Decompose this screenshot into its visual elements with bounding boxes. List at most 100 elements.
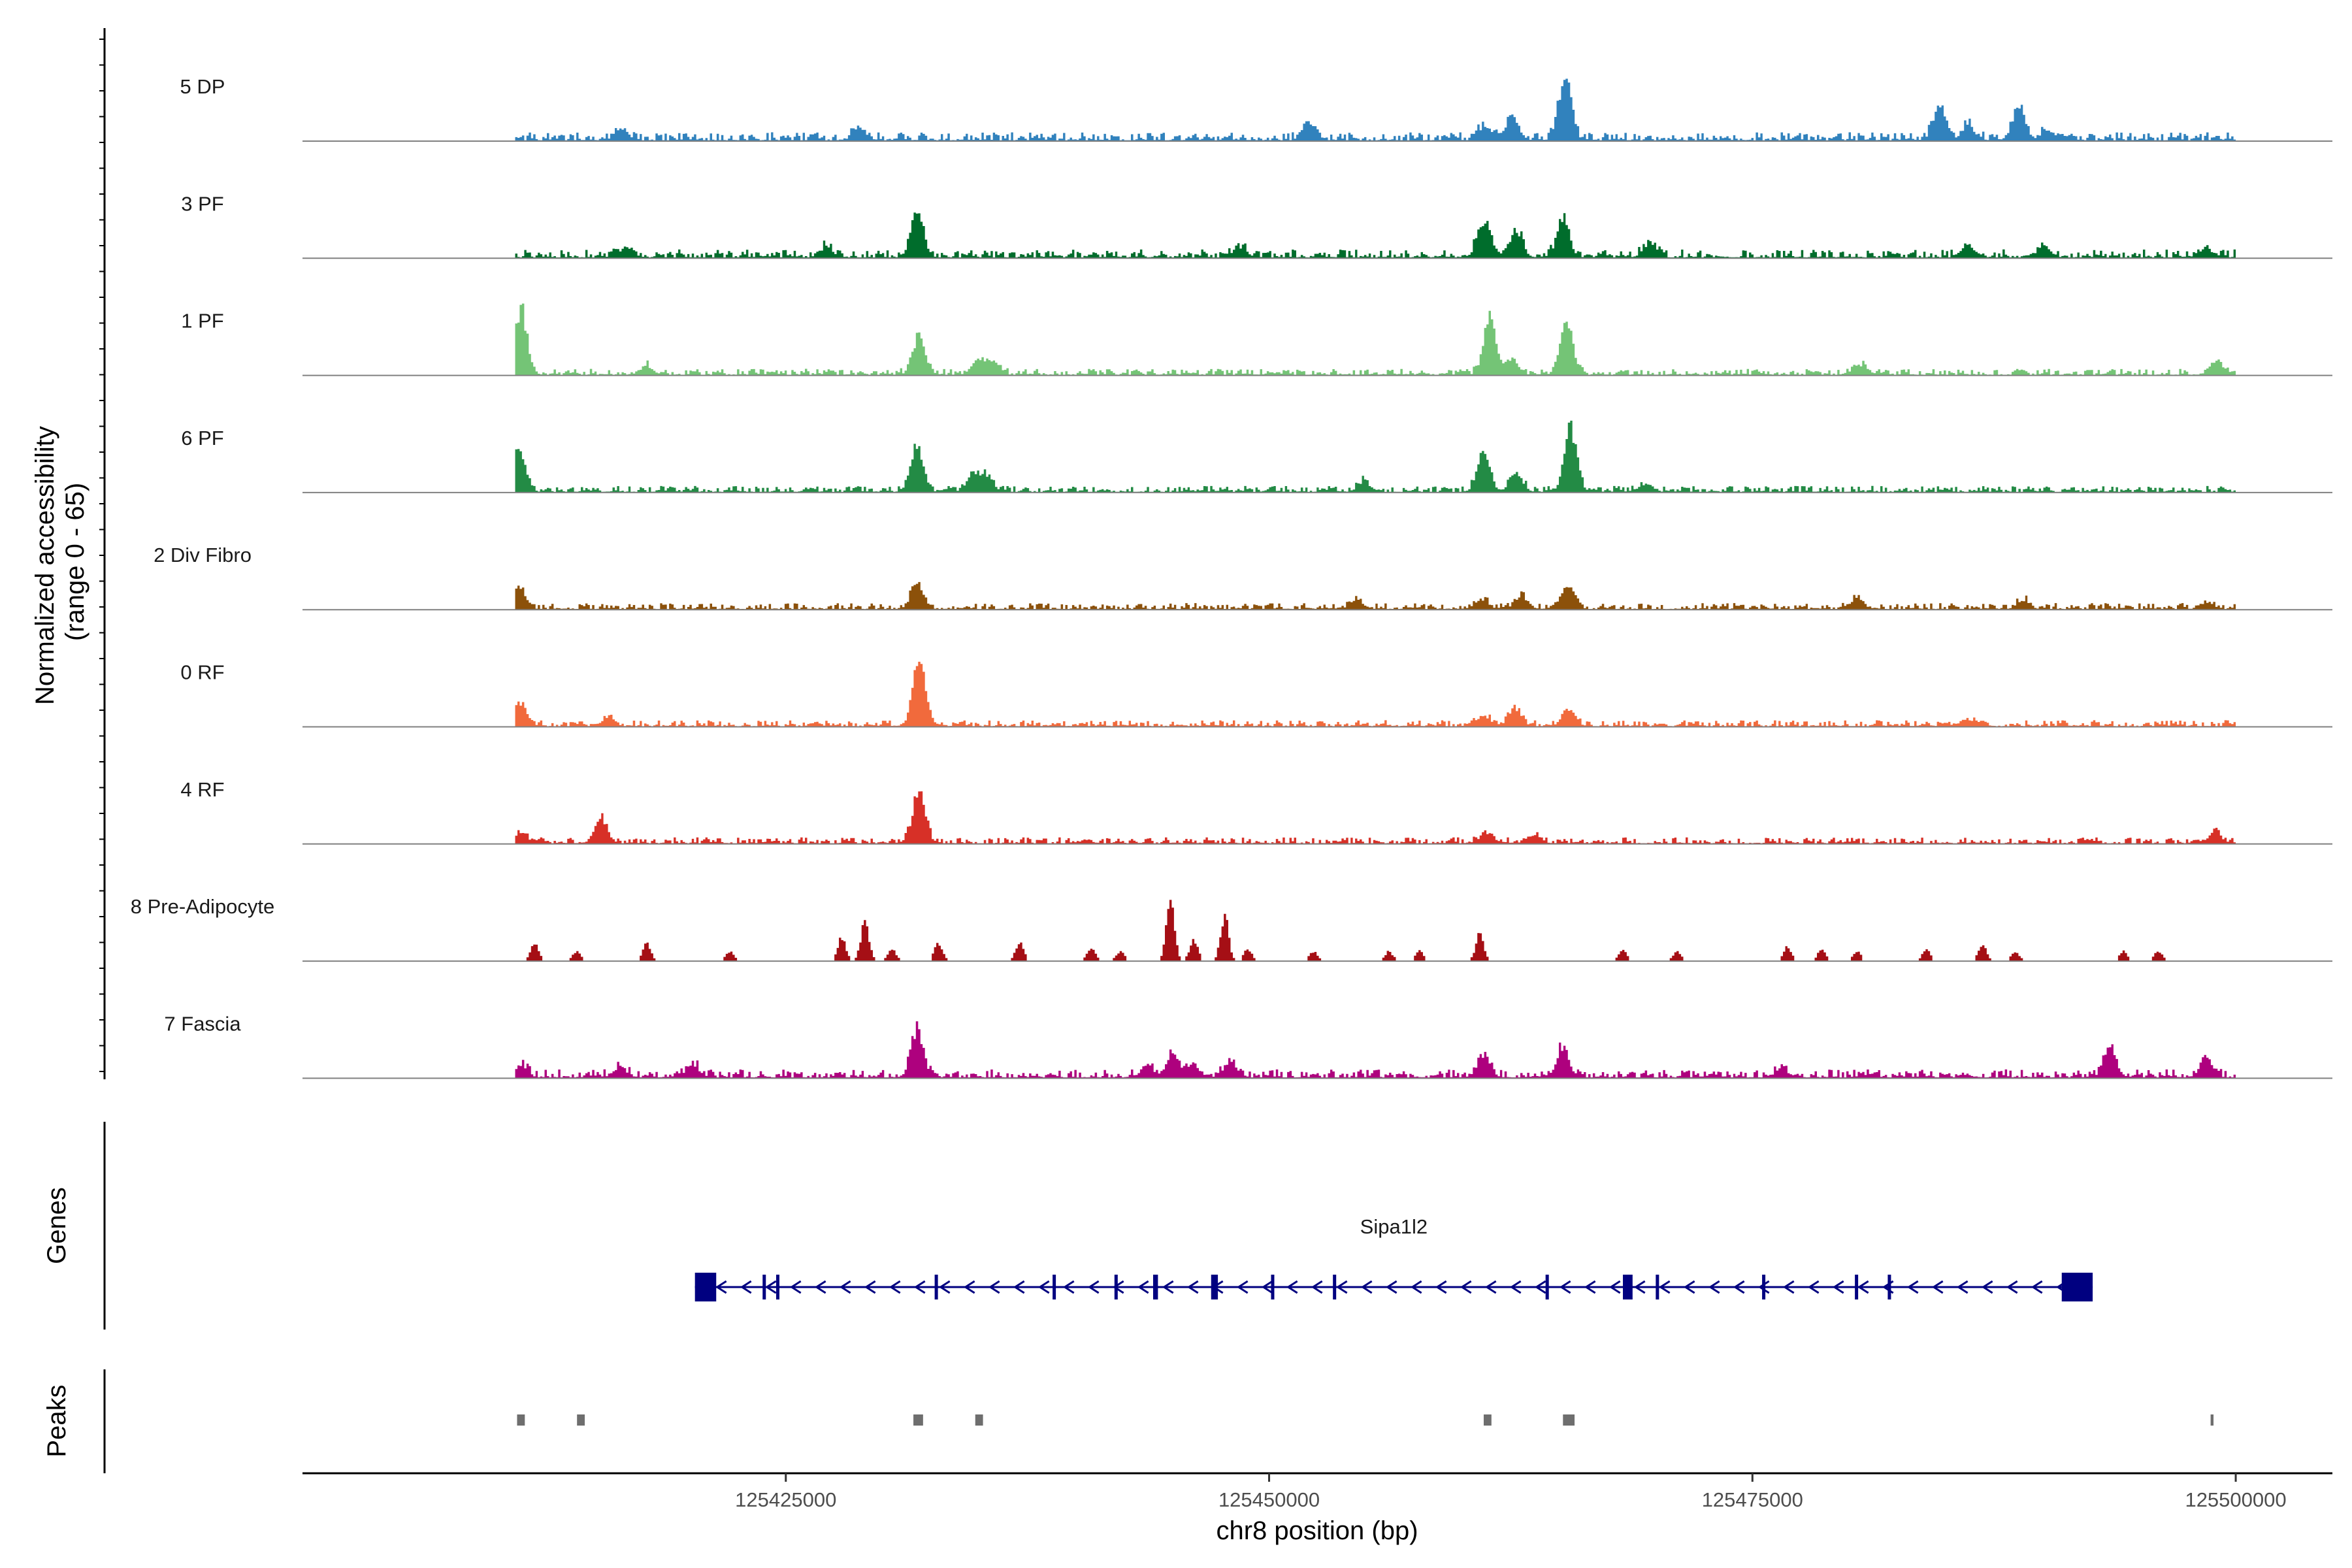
gene-sipa1l2-strand-chevron [913,1280,926,1294]
track-4-rf: 4 RF [180,778,2332,845]
y-axis [99,28,106,1079]
gene-sipa1l2-strand-chevron [889,1280,901,1294]
track-label-5-dp: 5 DP [180,75,225,98]
gene-sipa1l2-exon [1211,1275,1218,1299]
gene-sipa1l2-strand-chevron [1435,1280,1447,1294]
gene-sipa1l2: Sipa1l2 [694,1215,2093,1301]
peak-region [913,1414,923,1426]
gene-sipa1l2-strand-chevron [1534,1280,1546,1294]
gene-sipa1l2-exon [776,1275,779,1299]
track-signal-7-fascia [515,1021,2236,1079]
genes-panel: Genes Sipa1l2 [42,1122,2093,1330]
gene-sipa1l2-strand-chevron [1857,1280,1869,1294]
track-label-0-rf: 0 RF [180,661,224,684]
track-signal-0-rf [515,661,2236,727]
gene-sipa1l2-strand-chevron [864,1280,876,1294]
gene-sipa1l2-strand-chevron [963,1280,975,1294]
gene-sipa1l2-strand-chevron [814,1280,826,1294]
y-axis-title: Normalized accessibility (range 0 - 65) [31,419,90,705]
gene-sipa1l2-strand-chevron [1782,1280,1795,1294]
x-axis-tick-label: 125475000 [1702,1488,1803,1511]
track-label-6-pf: 6 PF [181,427,223,449]
gene-sipa1l2-strand-chevron [1509,1280,1522,1294]
track-label-1-pf: 1 PF [181,310,223,333]
track-0-rf: 0 RF [180,661,2332,728]
gene-sipa1l2-strand-chevron [1410,1280,1422,1294]
gene-sipa1l2-strand-chevron [988,1280,1000,1294]
gene-sipa1l2-strand-chevron [1112,1280,1124,1294]
x-axis-ticks: 125425000 125450000 125475000 125500000 [735,1473,2287,1511]
gene-sipa1l2-strand-chevron [2006,1280,2018,1294]
gene-sipa1l2-strand-chevron [1658,1280,1671,1294]
gene-sipa1l2-strand-chevron [1186,1280,1199,1294]
track-2-div-fibro: 2 Div Fibro [154,544,2332,611]
peaks-title: Peaks [42,1384,71,1457]
track-signal-1-pf [515,303,2236,376]
track-signal-2-div-fibro [515,581,2236,610]
peak-region [1563,1414,1575,1426]
gene-sipa1l2-exon [1887,1275,1891,1299]
peak-regions [517,1414,2214,1426]
gene-sipa1l2-strand-chevron [1484,1280,1497,1294]
gene-sipa1l2-exon [694,1273,717,1301]
gene-sipa1l2-strand-chevron [1683,1280,1695,1294]
gene-sipa1l2-strand-chevron [839,1280,851,1294]
gene-sipa1l2-strand-chevron [1931,1280,1944,1294]
y-axis-title-line2: (range 0 - 65) [61,483,90,641]
track-label-2-div-fibro: 2 Div Fibro [154,544,252,566]
track-5-dp: 5 DP [180,75,2332,142]
peak-region [2210,1414,2214,1426]
gene-sipa1l2-label: Sipa1l2 [1360,1215,1428,1238]
x-axis-tick-label: 125500000 [2185,1488,2286,1511]
peak-region [517,1414,525,1426]
gene-sipa1l2-exon [1545,1275,1549,1299]
gene-sipa1l2-strand-chevron [1261,1280,1273,1294]
gene-sipa1l2-strand-chevron [1236,1280,1249,1294]
gene-sipa1l2-strand-chevron [1286,1280,1298,1294]
track-label-4-rf: 4 RF [180,778,224,801]
gene-sipa1l2-strand-chevron [1460,1280,1472,1294]
genes-title: Genes [42,1187,71,1264]
gene-sipa1l2-strand-chevron [1137,1280,1149,1294]
gene-sipa1l2-strand-chevron [1981,1280,1993,1294]
gene-sipa1l2-strand-chevron [740,1280,752,1294]
track-signal-5-dp [515,78,2236,141]
track-signal-8-pre-adipocyte [515,900,2236,962]
gene-sipa1l2-strand-chevron [1360,1280,1373,1294]
gene-sipa1l2-exon [1053,1275,1056,1299]
gene-sipa1l2-strand-chevron [2031,1280,2043,1294]
track-3-pf: 3 PF [181,192,2332,259]
gene-sipa1l2-exon [1271,1275,1275,1299]
gene-sipa1l2-strand-chevron [1037,1280,1050,1294]
peak-region [975,1414,983,1426]
track-label-3-pf: 3 PF [181,192,223,215]
gene-sipa1l2-exon [1656,1275,1659,1299]
gene-sipa1l2-strand-chevron [1162,1280,1174,1294]
gene-sipa1l2-strand-chevron [1335,1280,1348,1294]
track-label-7-fascia: 7 Fascia [164,1012,241,1035]
gene-sipa1l2-strand-chevron [1906,1280,1919,1294]
gene-sipa1l2-exon [1855,1275,1859,1299]
gene-sipa1l2-exon [1114,1275,1118,1299]
gene-sipa1l2-strand-chevron [1733,1280,1745,1294]
peak-region [1483,1414,1492,1426]
track-7-fascia: 7 Fascia [164,1012,2332,1079]
gene-sipa1l2-strand-chevron [1956,1280,1968,1294]
track-8-pre-adipocyte: 8 Pre-Adipocyte [131,895,2332,962]
x-axis-tick-label: 125450000 [1218,1488,1320,1511]
gene-sipa1l2-exon [1762,1275,1766,1299]
track-signal-6-pf [515,420,2236,493]
x-axis: 125425000 125450000 125475000 125500000 chr… [302,1472,2332,1545]
gene-sipa1l2-strand-chevron [1062,1280,1075,1294]
track-signal-4-rf [515,791,2236,844]
y-axis-ticks [99,39,105,1072]
x-axis-tick-label: 125425000 [735,1488,836,1511]
gene-models: Sipa1l2 [694,1215,2093,1301]
x-axis-title: chr8 position (bp) [1216,1516,1418,1545]
gene-sipa1l2-strand-chevron [1559,1280,1571,1294]
gene-sipa1l2-strand-chevron [1708,1280,1720,1294]
coverage-tracks: 5 DP 3 PF 1 PF 6 PF 2 Div Fibro 0 RF 4 RF 8 Pre… [131,75,2332,1079]
gene-sipa1l2-strand-chevron [1013,1280,1025,1294]
gene-sipa1l2-strand-chevron [715,1280,727,1294]
gene-sipa1l2-strand-chevron [1807,1280,1820,1294]
